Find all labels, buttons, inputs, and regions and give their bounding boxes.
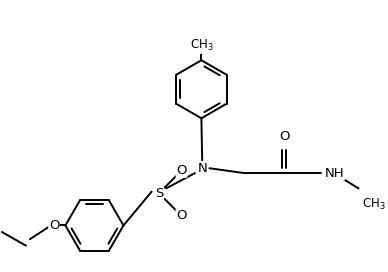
Text: S: S xyxy=(155,187,163,200)
Text: O: O xyxy=(176,209,187,222)
Text: NH: NH xyxy=(325,166,344,180)
Text: N: N xyxy=(197,162,207,175)
Text: CH$_3$: CH$_3$ xyxy=(362,196,385,212)
Text: O: O xyxy=(279,130,290,143)
Text: O: O xyxy=(176,164,187,177)
Text: O: O xyxy=(49,219,59,232)
Text: CH$_3$: CH$_3$ xyxy=(190,38,213,53)
